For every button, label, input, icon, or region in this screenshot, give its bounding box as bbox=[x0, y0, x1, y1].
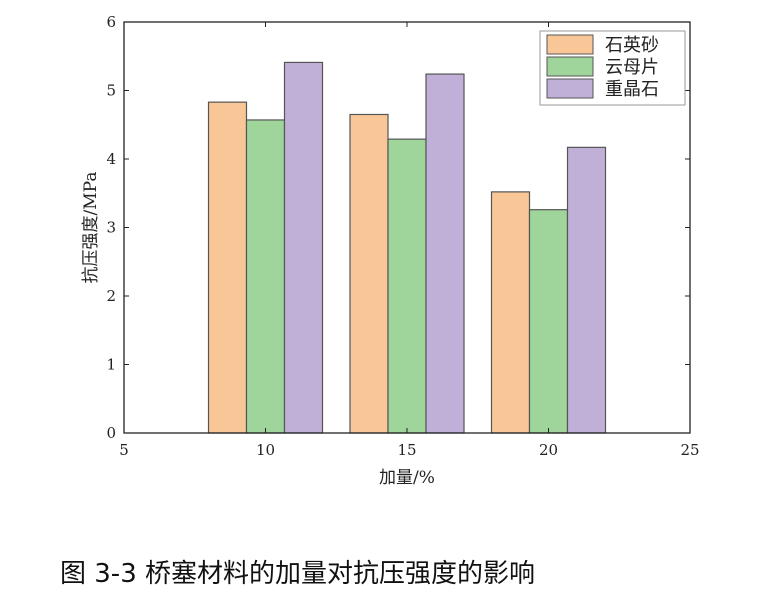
x-tick-label: 25 bbox=[680, 441, 699, 459]
legend-swatch bbox=[546, 56, 594, 77]
legend-label: 重晶石 bbox=[605, 79, 659, 100]
x-tick-label: 10 bbox=[256, 441, 275, 459]
x-tick-label: 15 bbox=[397, 441, 416, 459]
x-tick-label: 5 bbox=[119, 441, 129, 459]
bar bbox=[283, 61, 324, 434]
legend-label: 云母片 bbox=[605, 57, 659, 78]
y-tick-label: 1 bbox=[106, 356, 116, 374]
x-axis-label: 加量/% bbox=[379, 468, 435, 488]
figure-caption: 图 3-3 桥塞材料的加量对抗压强度的影响 bbox=[60, 559, 535, 589]
y-tick-label: 5 bbox=[106, 82, 116, 100]
bar bbox=[245, 119, 286, 434]
bar bbox=[207, 101, 248, 434]
bar bbox=[528, 209, 569, 434]
y-axis-label: 抗压强度/MPa bbox=[81, 172, 101, 284]
legend-label: 石英砂 bbox=[605, 35, 659, 56]
bar bbox=[349, 113, 389, 434]
y-tick-label: 6 bbox=[106, 13, 116, 31]
legend-swatch bbox=[546, 78, 594, 99]
x-tick-label: 20 bbox=[539, 441, 558, 459]
bar bbox=[387, 138, 427, 434]
bar bbox=[566, 146, 607, 434]
y-tick-label: 3 bbox=[106, 219, 116, 237]
legend-swatch bbox=[546, 34, 594, 55]
y-tick-label: 4 bbox=[106, 150, 116, 168]
y-tick-label: 0 bbox=[106, 424, 116, 442]
y-tick-label: 2 bbox=[106, 287, 116, 305]
bar bbox=[490, 191, 531, 434]
bar bbox=[425, 73, 465, 434]
